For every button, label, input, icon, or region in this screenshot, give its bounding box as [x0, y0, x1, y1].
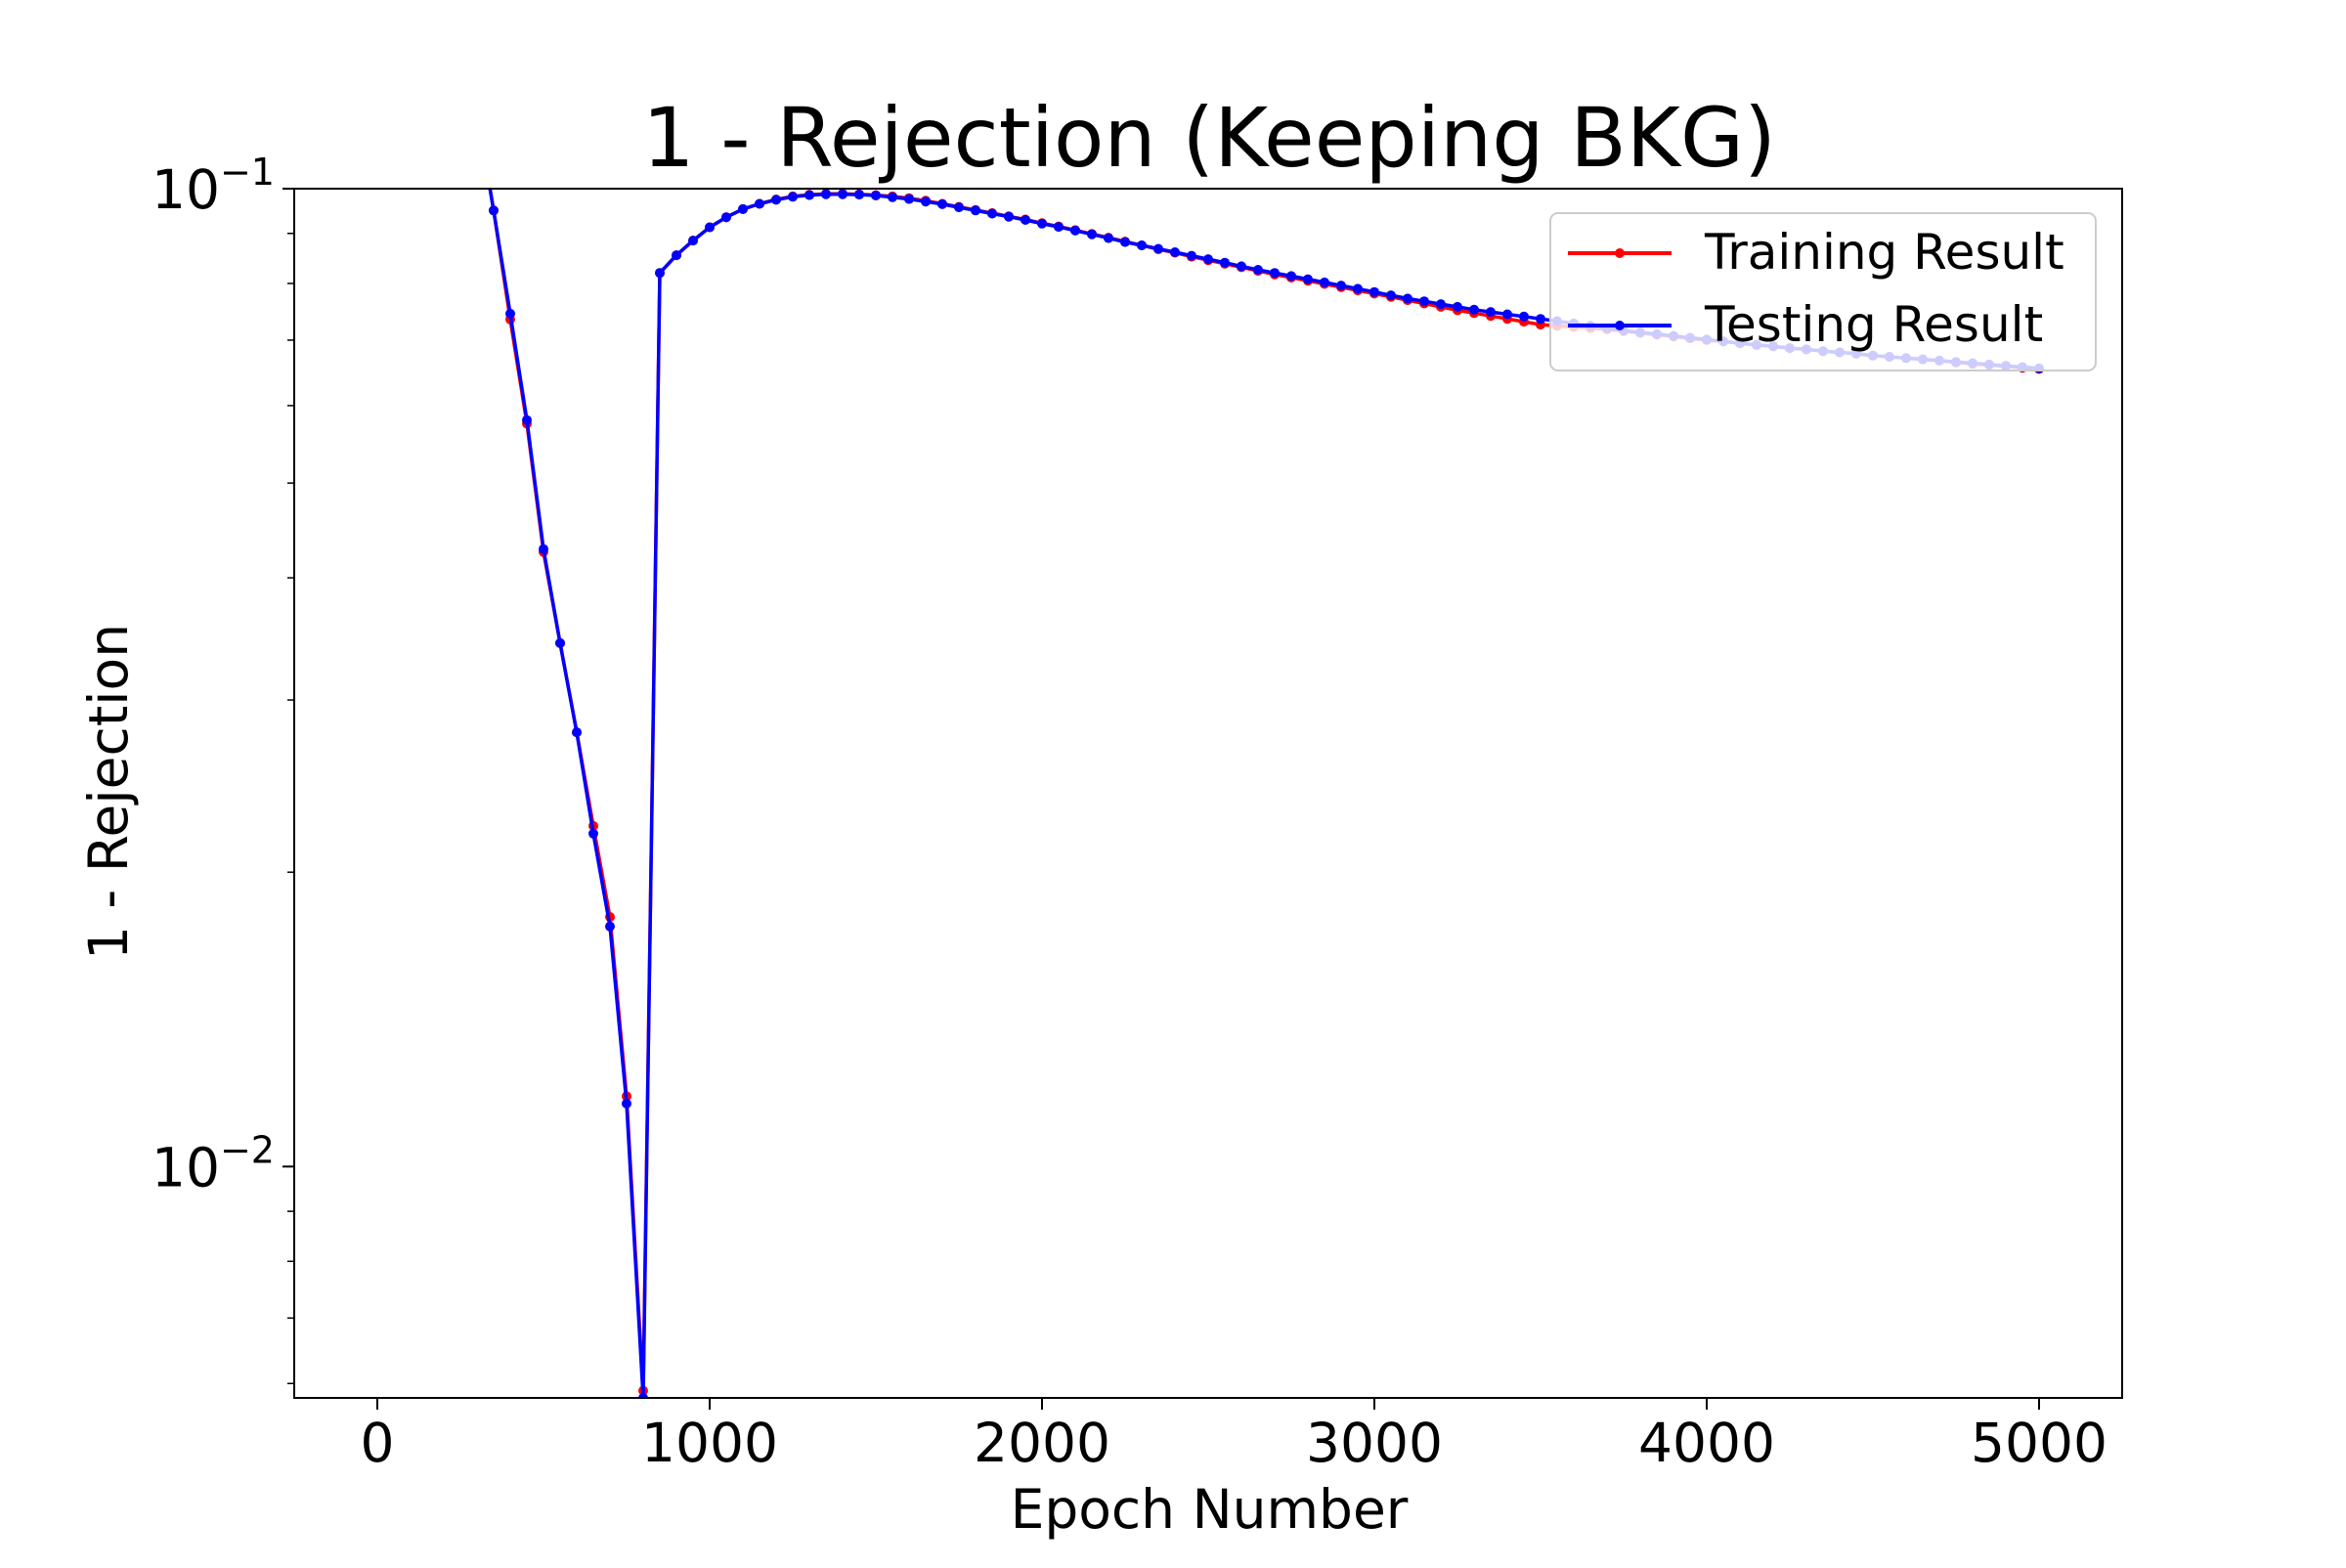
data-point — [705, 222, 715, 233]
x-axis-label: Epoch Number — [1011, 1478, 1409, 1541]
data-point — [1336, 281, 1346, 291]
data-point — [1303, 274, 1313, 284]
data-point — [555, 637, 565, 648]
y-axis-label: 1 - Rejection — [77, 624, 140, 960]
data-point — [588, 828, 598, 839]
data-point — [1054, 222, 1064, 233]
data-point — [721, 212, 731, 223]
x-tick-label: 3000 — [1306, 1412, 1443, 1474]
data-point — [854, 190, 864, 200]
data-point — [1270, 268, 1280, 279]
y-tick-base: 10 — [152, 1136, 220, 1198]
data-point — [1021, 215, 1030, 225]
data-point — [1087, 229, 1097, 240]
y-tick-label: 10−2 — [152, 1128, 275, 1198]
data-point — [522, 414, 532, 425]
data-point — [1104, 233, 1113, 243]
data-point — [622, 1098, 631, 1109]
data-point — [1120, 237, 1130, 247]
data-point — [771, 195, 781, 205]
chart-title: 1 - Rejection (Keeping BKG) — [642, 90, 1776, 186]
data-point — [1453, 301, 1462, 312]
data-point — [1253, 265, 1263, 275]
data-point — [921, 196, 931, 207]
data-point — [655, 268, 665, 279]
data-point — [489, 205, 499, 216]
data-point — [871, 191, 881, 200]
data-point — [987, 208, 997, 219]
data-point — [788, 192, 798, 202]
x-tick-label: 5000 — [1971, 1412, 2107, 1474]
x-tick-label: 2000 — [974, 1412, 1110, 1474]
data-point — [804, 190, 814, 200]
data-point — [1070, 225, 1080, 236]
data-point — [1403, 293, 1412, 304]
x-tick-label: 0 — [361, 1412, 395, 1474]
legend-box — [1549, 212, 2097, 371]
data-point — [738, 203, 748, 214]
data-point — [1037, 218, 1047, 229]
data-point — [1137, 240, 1147, 250]
data-point — [1536, 314, 1545, 325]
data-point — [1320, 277, 1329, 287]
data-point — [1203, 254, 1213, 265]
data-point — [1220, 257, 1230, 268]
data-point — [821, 189, 831, 199]
y-tick-label: 10−1 — [152, 151, 275, 221]
y-tick-base: 10 — [152, 158, 220, 221]
data-point — [1469, 304, 1479, 315]
data-point — [1369, 286, 1379, 297]
data-point — [1153, 243, 1163, 254]
data-point — [672, 250, 681, 261]
data-point — [638, 1393, 648, 1398]
data-point — [838, 189, 847, 199]
data-point — [971, 205, 980, 216]
data-point — [937, 198, 947, 209]
y-tick-exponent: −1 — [220, 151, 275, 194]
data-point — [755, 198, 764, 209]
legend-testing-marker — [1615, 321, 1625, 330]
data-point — [1353, 283, 1363, 294]
data-point — [505, 308, 515, 319]
data-point — [888, 192, 897, 202]
legend-training-marker — [1615, 248, 1625, 258]
legend-testing-label: Testing Result — [1704, 296, 2043, 353]
data-point — [572, 727, 582, 738]
data-point — [1286, 271, 1296, 282]
data-point — [1486, 307, 1496, 318]
data-point — [954, 202, 964, 213]
data-point — [1187, 250, 1196, 261]
data-point — [1436, 299, 1446, 310]
data-point — [1419, 296, 1429, 307]
data-point — [1237, 261, 1246, 272]
data-point — [688, 236, 698, 246]
data-point — [539, 544, 548, 554]
plot-frame — [293, 188, 2123, 1399]
data-point — [1170, 247, 1180, 257]
data-point — [904, 194, 914, 204]
x-tick-label: 1000 — [641, 1412, 778, 1474]
legend: Training Result Testing Result — [1549, 212, 2097, 371]
y-tick-exponent: −2 — [220, 1128, 275, 1171]
data-point — [1502, 309, 1512, 320]
x-tick-label: 4000 — [1638, 1412, 1775, 1474]
data-point — [1519, 311, 1529, 322]
data-point — [1386, 290, 1396, 301]
data-point — [605, 921, 615, 932]
data-point — [1004, 211, 1014, 222]
legend-training-label: Training Result — [1704, 224, 2064, 281]
